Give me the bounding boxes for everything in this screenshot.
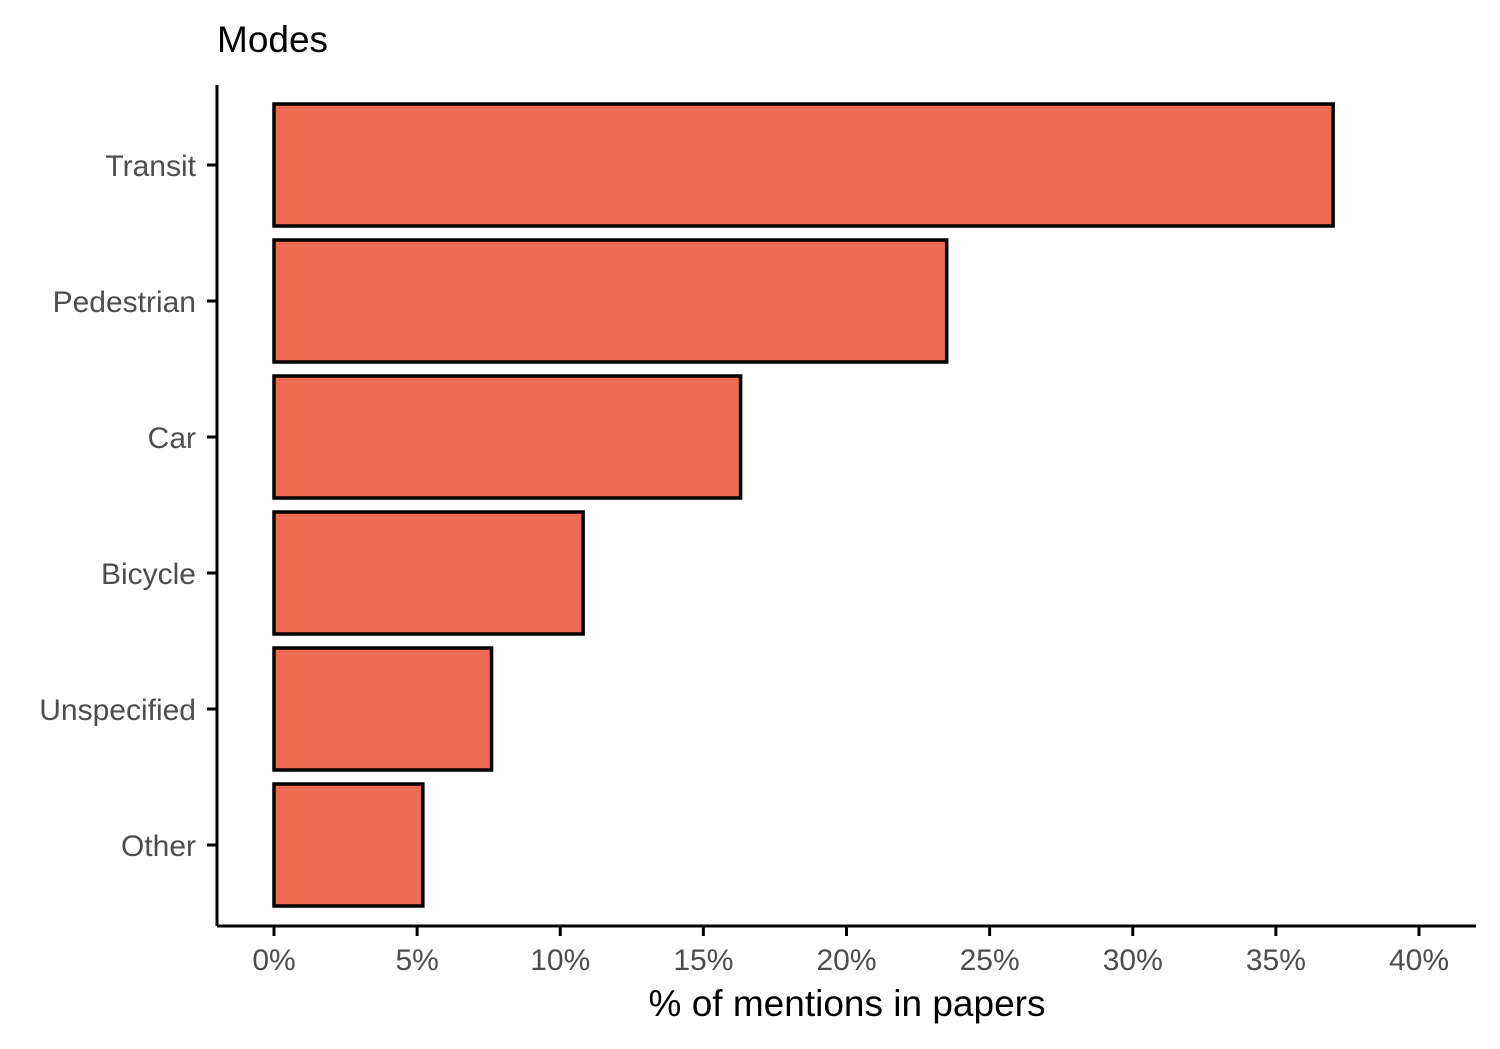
bar-pedestrian xyxy=(272,238,949,364)
x-tick-label: 0% xyxy=(252,944,295,977)
chart-title: Modes xyxy=(217,19,328,60)
x-tick-label: 20% xyxy=(816,944,876,977)
x-tick-label: 30% xyxy=(1103,944,1163,977)
bar-unspecified xyxy=(272,646,494,772)
y-tick-label: Car xyxy=(148,422,196,455)
x-tick-label: 25% xyxy=(960,944,1020,977)
bars-layer xyxy=(272,102,1335,908)
y-tick-label: Other xyxy=(121,830,196,863)
bar-car xyxy=(272,374,743,500)
y-tick-label: Transit xyxy=(105,150,196,183)
y-tick-label: Unspecified xyxy=(39,694,196,727)
y-tick-label: Pedestrian xyxy=(53,286,196,319)
x-tick-label: 35% xyxy=(1246,944,1306,977)
x-tick-label: 40% xyxy=(1389,944,1449,977)
x-ticks-layer: 0% 5% 10% 15% 20% 25% 30% 35% 40% xyxy=(252,926,1449,977)
bar-transit xyxy=(272,102,1335,228)
x-axis-title: % of mentions in papers xyxy=(649,983,1046,1024)
x-tick-label: 5% xyxy=(395,944,438,977)
x-tick-label: 10% xyxy=(530,944,590,977)
y-tick-label: Bicycle xyxy=(101,558,196,591)
x-tick-label: 15% xyxy=(673,944,733,977)
bar-bicycle xyxy=(272,510,585,636)
y-ticks-layer: Transit Pedestrian Car Bicycle Unspecified Ot… xyxy=(39,150,217,863)
bar-other xyxy=(272,782,425,908)
